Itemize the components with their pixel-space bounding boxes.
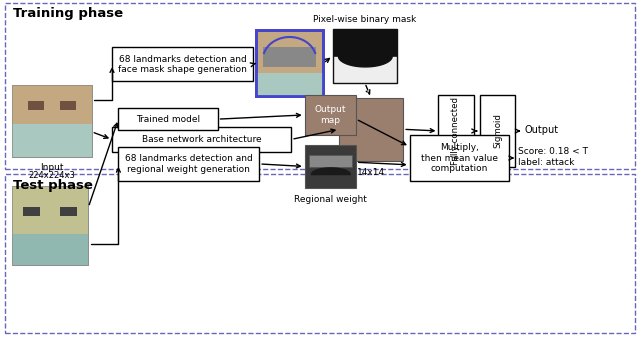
- FancyBboxPatch shape: [60, 101, 76, 110]
- Text: 224x224x3: 224x224x3: [28, 171, 75, 180]
- Text: Pixel-wise binary mask: Pixel-wise binary mask: [313, 15, 417, 24]
- Text: Output
map: Output map: [314, 105, 346, 125]
- FancyBboxPatch shape: [410, 135, 509, 181]
- FancyBboxPatch shape: [305, 145, 356, 188]
- FancyBboxPatch shape: [12, 84, 92, 124]
- FancyBboxPatch shape: [60, 207, 77, 216]
- Text: 68 landmarks detection and
face mask shape generation: 68 landmarks detection and face mask sha…: [118, 54, 247, 74]
- FancyBboxPatch shape: [112, 127, 291, 152]
- FancyBboxPatch shape: [118, 108, 218, 130]
- FancyBboxPatch shape: [333, 29, 397, 56]
- FancyBboxPatch shape: [263, 47, 317, 67]
- Text: Output: Output: [525, 125, 559, 136]
- FancyBboxPatch shape: [305, 95, 356, 135]
- FancyBboxPatch shape: [23, 207, 40, 216]
- Text: Test phase: Test phase: [13, 179, 93, 192]
- FancyBboxPatch shape: [12, 84, 92, 157]
- FancyBboxPatch shape: [256, 30, 323, 96]
- Text: Base network architecture: Base network architecture: [142, 135, 261, 144]
- Text: Trained model: Trained model: [136, 115, 200, 124]
- Text: Training phase: Training phase: [13, 7, 123, 20]
- FancyBboxPatch shape: [12, 186, 88, 234]
- FancyBboxPatch shape: [12, 124, 92, 157]
- FancyBboxPatch shape: [339, 98, 403, 161]
- Text: Regional weight: Regional weight: [294, 195, 367, 204]
- FancyBboxPatch shape: [28, 101, 44, 110]
- Text: 14x14: 14x14: [357, 168, 385, 177]
- FancyBboxPatch shape: [308, 155, 352, 167]
- Text: Input: Input: [40, 163, 63, 172]
- FancyBboxPatch shape: [480, 95, 515, 167]
- Text: Fully connected: Fully connected: [451, 97, 461, 165]
- Text: 68 landmarks detection and
regional weight generation: 68 landmarks detection and regional weig…: [125, 154, 253, 174]
- FancyBboxPatch shape: [438, 95, 474, 167]
- Text: Sigmoid: Sigmoid: [493, 114, 502, 148]
- FancyBboxPatch shape: [112, 47, 253, 81]
- FancyBboxPatch shape: [256, 73, 323, 96]
- FancyBboxPatch shape: [333, 56, 397, 83]
- FancyBboxPatch shape: [12, 234, 88, 265]
- FancyBboxPatch shape: [118, 147, 259, 181]
- Text: Multiply,
then mean value
computation: Multiply, then mean value computation: [420, 143, 498, 173]
- Text: Score: 0.18 < T
label: attack: Score: 0.18 < T label: attack: [518, 147, 588, 167]
- FancyBboxPatch shape: [12, 186, 88, 265]
